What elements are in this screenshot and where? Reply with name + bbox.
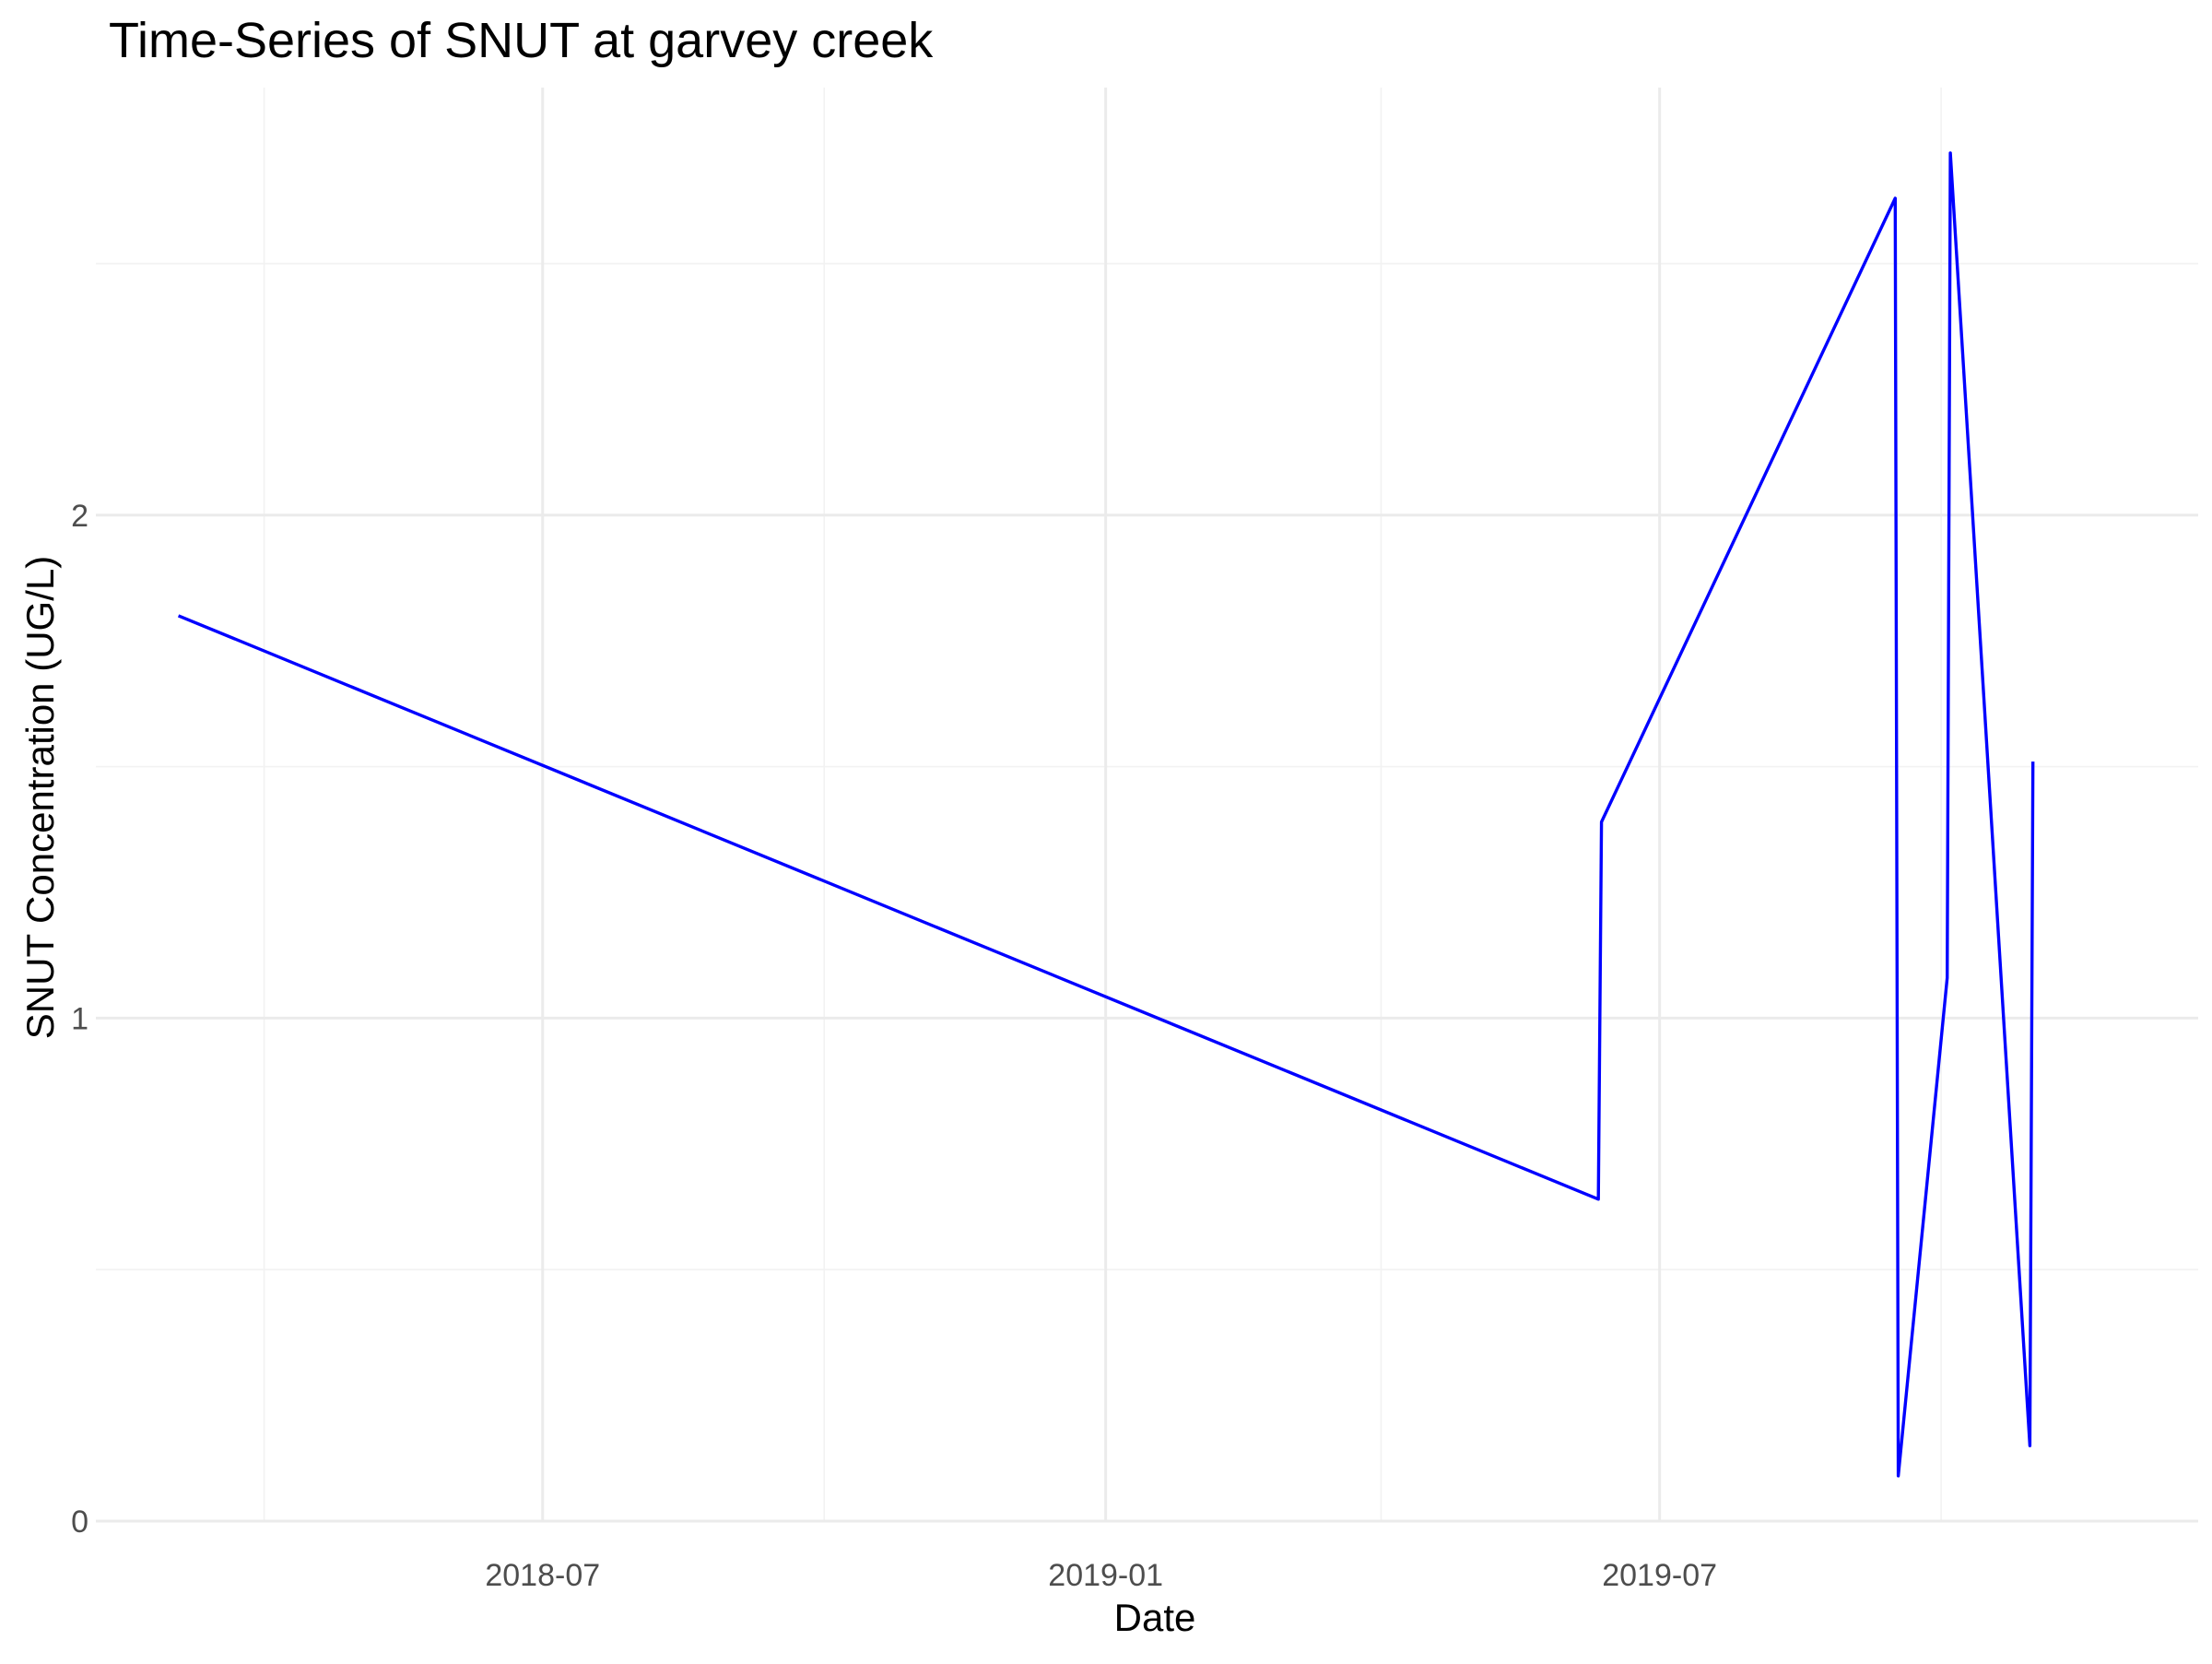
y-tick-label: 0 <box>71 1505 88 1540</box>
axis-layer: 2018-07 2019-01 2019-07 0 1 2 <box>71 499 1717 1593</box>
x-tick-label: 2019-07 <box>1602 1558 1717 1593</box>
grid-layer <box>96 88 2198 1523</box>
y-tick-label: 2 <box>71 499 88 534</box>
series-line <box>177 151 2035 1478</box>
chart-title: Time-Series of SNUT at garvey creek <box>109 13 934 68</box>
y-axis-title: SNUT Concentration (UG/L) <box>18 556 62 1039</box>
x-tick-label: 2019-01 <box>1048 1558 1163 1593</box>
x-axis-title: Date <box>1114 1596 1196 1639</box>
x-tick-label: 2018-07 <box>485 1558 600 1593</box>
data-layer <box>177 151 2035 1478</box>
y-tick-label: 1 <box>71 1001 88 1036</box>
